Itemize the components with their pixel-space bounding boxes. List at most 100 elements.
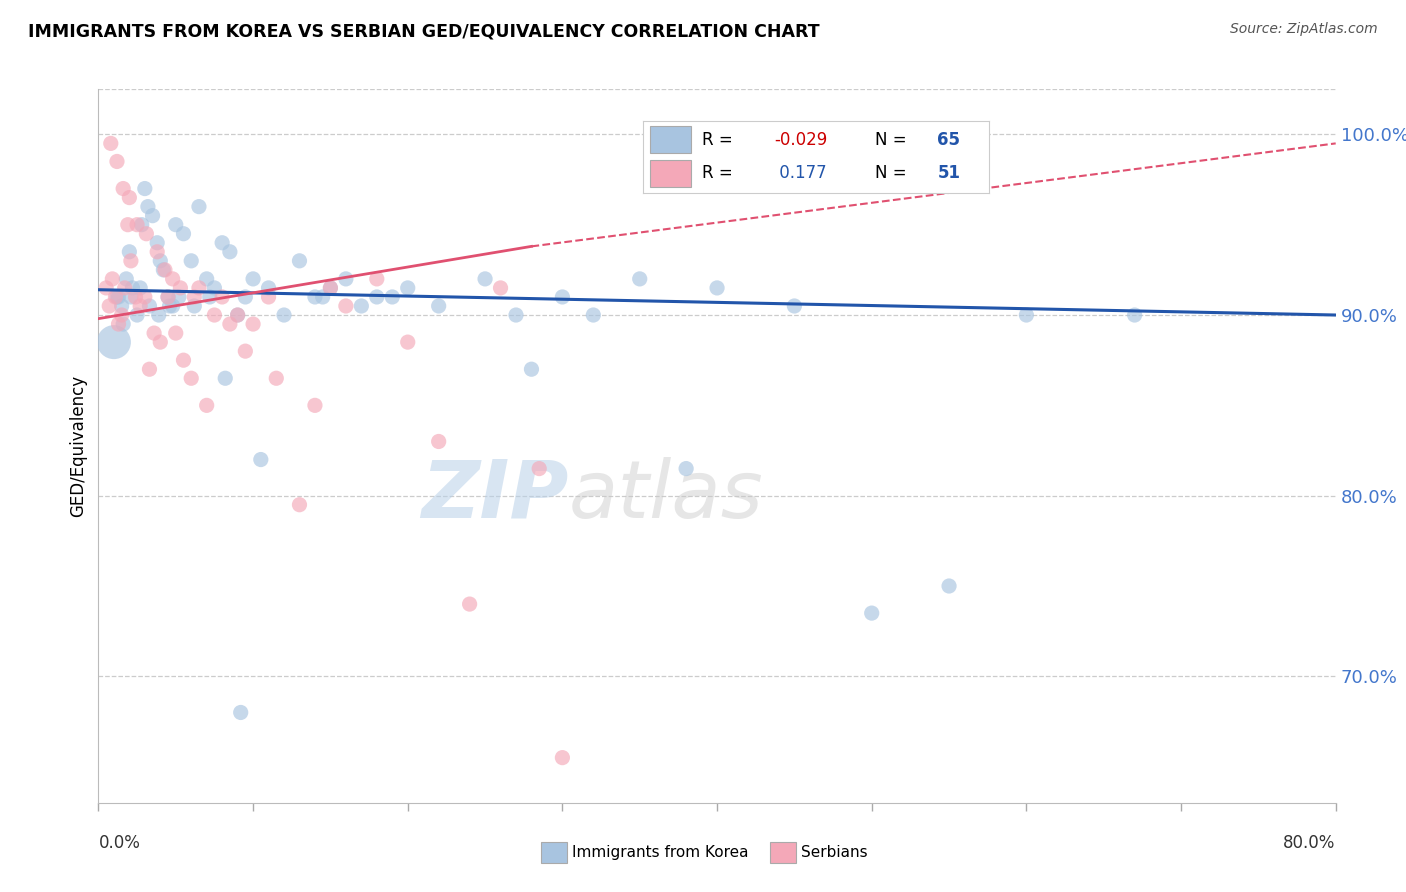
Point (235, 290, 257, 304)
Point (319, 281, 342, 295)
Point (152, 263, 174, 277)
Point (111, 308, 132, 322)
Text: Immigrants from Korea: Immigrants from Korea (572, 846, 749, 860)
Text: 0.0%: 0.0% (98, 834, 141, 852)
Point (107, 317, 129, 331)
Point (162, 299, 184, 313)
Point (98, 299, 121, 313)
Point (118, 244, 141, 259)
Text: atlas: atlas (568, 457, 763, 535)
Point (165, 326, 187, 340)
Point (396, 281, 419, 295)
Point (226, 308, 249, 322)
Text: IMMIGRANTS FROM KOREA VS SERBIAN GED/EQUIVALENCY CORRELATION CHART: IMMIGRANTS FROM KOREA VS SERBIAN GED/EQU… (28, 22, 820, 40)
Point (107, 290, 129, 304)
Point (129, 281, 152, 295)
Point (114, 281, 136, 295)
Point (195, 272, 218, 286)
Point (198, 290, 221, 304)
Point (1015, 308, 1038, 322)
Point (520, 362, 543, 376)
Point (288, 253, 311, 268)
Point (529, 461, 551, 475)
Point (273, 308, 295, 322)
Text: Serbians: Serbians (801, 846, 868, 860)
Point (180, 253, 202, 268)
Point (427, 434, 450, 449)
Point (235, 344, 257, 359)
Point (226, 308, 249, 322)
Point (860, 606, 883, 620)
Point (136, 200, 159, 214)
Point (1123, 308, 1146, 322)
Point (162, 272, 184, 286)
Point (188, 200, 211, 214)
Point (127, 308, 149, 322)
Point (105, 154, 128, 169)
Point (505, 308, 527, 322)
Point (112, 317, 135, 331)
Point (138, 362, 160, 376)
Point (211, 235, 233, 250)
Point (366, 272, 388, 286)
Point (112, 181, 135, 195)
Point (134, 181, 156, 195)
Point (159, 299, 181, 313)
Point (131, 218, 153, 232)
Point (319, 281, 342, 295)
Point (129, 299, 152, 313)
Point (211, 290, 233, 304)
Point (148, 308, 170, 322)
Point (458, 597, 481, 611)
Point (172, 227, 194, 241)
Point (288, 498, 311, 512)
Y-axis label: GED/Equivalency: GED/Equivalency (69, 375, 87, 517)
Point (335, 272, 357, 286)
Point (146, 244, 169, 259)
Point (169, 281, 191, 295)
Point (121, 281, 143, 295)
Point (165, 218, 187, 232)
Point (111, 299, 132, 313)
Point (312, 290, 335, 304)
Point (146, 235, 169, 250)
Point (134, 290, 156, 304)
Point (118, 191, 141, 205)
Point (304, 398, 326, 412)
Point (157, 290, 180, 304)
Point (188, 281, 211, 295)
Point (100, 136, 122, 151)
Point (101, 272, 124, 286)
Text: ZIP: ZIP (422, 457, 568, 535)
Point (381, 290, 404, 304)
Point (264, 371, 288, 385)
Point (195, 398, 218, 412)
Point (117, 218, 139, 232)
Point (350, 299, 373, 313)
Point (214, 371, 236, 385)
Point (120, 253, 142, 268)
Point (219, 244, 242, 259)
Point (257, 290, 280, 304)
Point (551, 750, 574, 764)
Point (115, 272, 138, 286)
Point (706, 281, 728, 295)
Point (219, 317, 242, 331)
Point (96, 281, 118, 295)
Point (180, 371, 202, 385)
Point (628, 272, 651, 286)
Point (366, 290, 388, 304)
Point (242, 317, 264, 331)
Point (335, 299, 357, 313)
Point (143, 326, 166, 340)
Point (127, 218, 149, 232)
Point (938, 579, 960, 593)
Point (104, 290, 127, 304)
Point (582, 308, 605, 322)
Point (124, 290, 146, 304)
Point (250, 452, 273, 467)
Point (183, 299, 205, 313)
Point (304, 290, 326, 304)
Point (489, 281, 512, 295)
Point (183, 290, 205, 304)
